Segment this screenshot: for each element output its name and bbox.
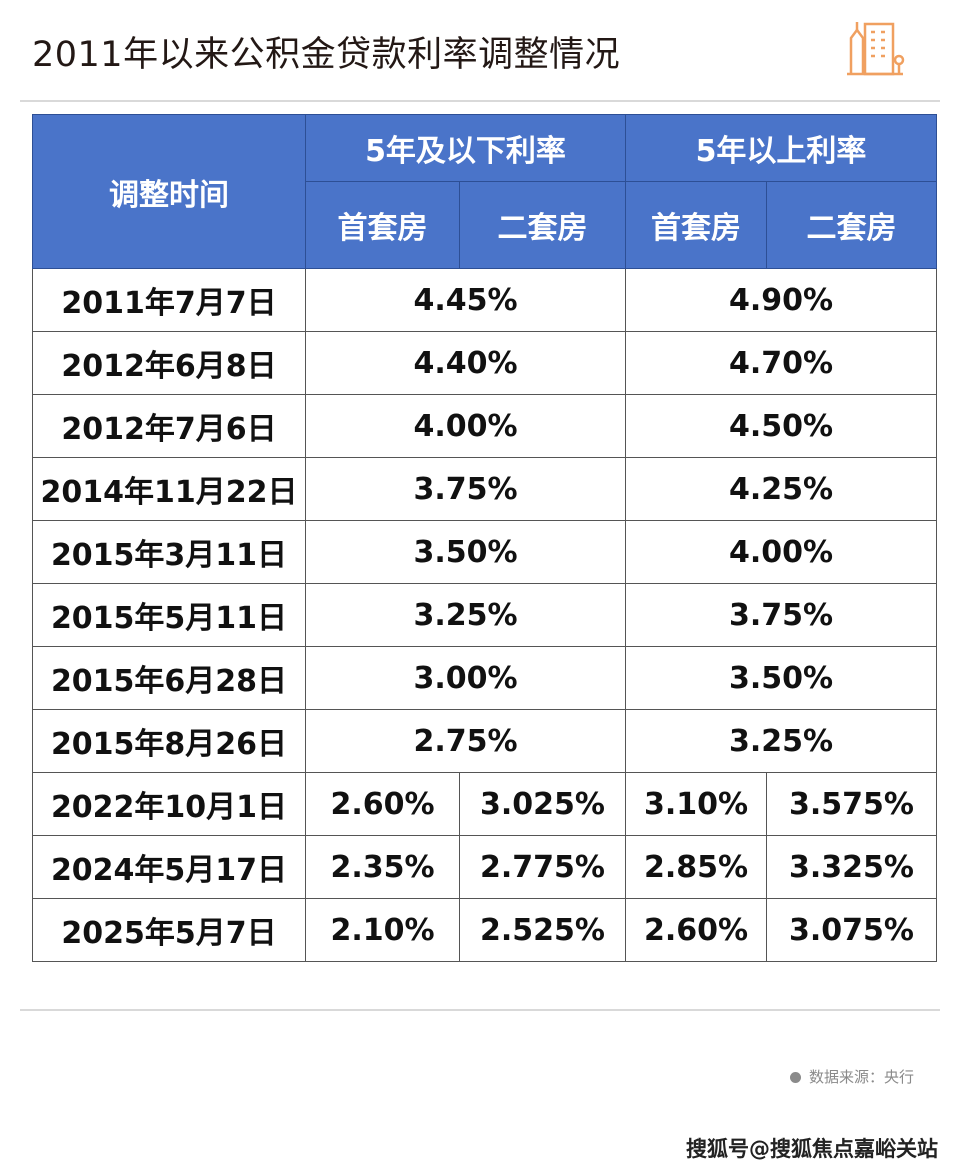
rate-cell: 2.775% xyxy=(459,835,626,899)
table-row: 2025年5月7日 2.10% 2.525% 2.60% 3.075% xyxy=(32,898,937,962)
table-row: 2011年7月7日 4.45% 4.90% xyxy=(32,268,937,332)
date-cell: 2015年6月28日 xyxy=(32,646,306,710)
building-icon xyxy=(847,22,905,76)
rate-cell: 3.025% xyxy=(459,772,626,836)
subheader: 首套房 xyxy=(625,181,767,269)
rate-cell: 3.325% xyxy=(766,835,937,899)
rate-cell: 2.60% xyxy=(625,898,767,962)
rate-table: 调整时间 5年及以下利率 5年以上利率 首套房 二套房 首套房 二套房 2011… xyxy=(32,114,937,962)
bullet-icon xyxy=(789,1072,801,1083)
date-cell: 2014年11月22日 xyxy=(32,457,306,521)
header-long-term: 5年以上利率 xyxy=(625,114,937,182)
rate-cell: 2.35% xyxy=(305,835,460,899)
rate-cell: 4.00% xyxy=(305,394,626,458)
rate-cell: 3.25% xyxy=(625,709,937,773)
table-row: 2015年3月11日 3.50% 4.00% xyxy=(32,520,937,584)
rate-cell: 4.45% xyxy=(305,268,626,332)
rate-cell: 2.525% xyxy=(459,898,626,962)
date-cell: 2015年5月11日 xyxy=(32,583,306,647)
table-row: 2015年8月26日 2.75% 3.25% xyxy=(32,709,937,773)
rate-cell: 3.075% xyxy=(766,898,937,962)
rate-cell: 4.40% xyxy=(305,331,626,395)
subheader: 首套房 xyxy=(305,181,460,269)
rate-cell: 2.85% xyxy=(625,835,767,899)
date-cell: 2011年7月7日 xyxy=(32,268,306,332)
rate-cell: 4.00% xyxy=(625,520,937,584)
rate-cell: 4.90% xyxy=(625,268,937,332)
rate-cell: 3.25% xyxy=(305,583,626,647)
rate-cell: 2.10% xyxy=(305,898,460,962)
rate-cell: 3.75% xyxy=(625,583,937,647)
watermark: 搜狐号@搜狐焦点嘉峪关站 xyxy=(686,1137,938,1161)
header-time: 调整时间 xyxy=(32,114,306,269)
date-cell: 2024年5月17日 xyxy=(32,835,306,899)
header-short-term: 5年及以下利率 xyxy=(305,114,626,182)
rate-cell: 2.75% xyxy=(305,709,626,773)
rate-cell: 3.575% xyxy=(766,772,937,836)
date-cell: 2012年7月6日 xyxy=(32,394,306,458)
table-row: 2022年10月1日 2.60% 3.025% 3.10% 3.575% xyxy=(32,772,937,836)
page-title: 2011年以来公积金贷款利率调整情况 xyxy=(32,35,621,75)
table-row: 2012年7月6日 4.00% 4.50% xyxy=(32,394,937,458)
rate-cell: 3.50% xyxy=(305,520,626,584)
subheader: 二套房 xyxy=(766,181,937,269)
table-row: 2012年6月8日 4.40% 4.70% xyxy=(32,331,937,395)
date-cell: 2015年3月11日 xyxy=(32,520,306,584)
rate-cell: 4.25% xyxy=(625,457,937,521)
rate-cell: 4.70% xyxy=(625,331,937,395)
subheader: 二套房 xyxy=(459,181,626,269)
rate-cell: 4.50% xyxy=(625,394,937,458)
divider xyxy=(20,100,940,102)
table-row: 2015年5月11日 3.25% 3.75% xyxy=(32,583,937,647)
date-cell: 2022年10月1日 xyxy=(32,772,306,836)
rate-cell: 3.10% xyxy=(625,772,767,836)
rate-cell: 3.75% xyxy=(305,457,626,521)
source-note: 数据来源：央行 xyxy=(789,1066,914,1087)
date-cell: 2025年5月7日 xyxy=(32,898,306,962)
divider xyxy=(20,1009,940,1011)
rate-cell: 3.50% xyxy=(625,646,937,710)
table-row: 2024年5月17日 2.35% 2.775% 2.85% 3.325% xyxy=(32,835,937,899)
rate-cell: 2.60% xyxy=(305,772,460,836)
table-row: 2015年6月28日 3.00% 3.50% xyxy=(32,646,937,710)
date-cell: 2015年8月26日 xyxy=(32,709,306,773)
rate-cell: 3.00% xyxy=(305,646,626,710)
table-row: 2014年11月22日 3.75% 4.25% xyxy=(32,457,937,521)
date-cell: 2012年6月8日 xyxy=(32,331,306,395)
